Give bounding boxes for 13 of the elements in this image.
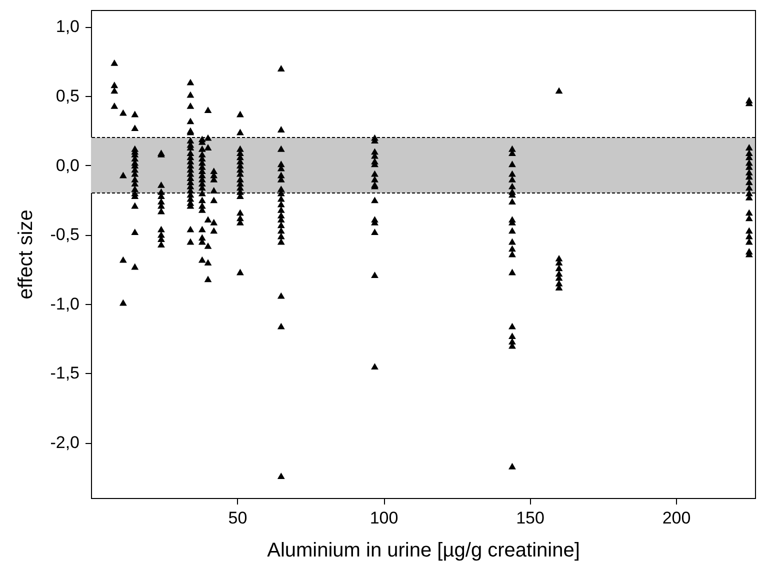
y-tick-label: 0,0 <box>56 156 80 175</box>
y-tick-label: -1,5 <box>50 364 80 383</box>
y-tick-label: -0,5 <box>50 225 80 244</box>
x-tick-label: 50 <box>228 508 248 528</box>
y-axis-title: effect size <box>15 210 38 300</box>
y-tick-label: -1,0 <box>50 294 80 314</box>
x-tick-label: 150 <box>516 508 544 528</box>
y-tick-label: -2,0 <box>50 433 80 452</box>
y-tick-label: 0,5 <box>56 86 80 106</box>
x-axis-title: Aluminium in urine [µg/g creatinine] <box>267 540 580 562</box>
x-tick-label: 200 <box>662 508 691 528</box>
x-tick-label: 100 <box>370 508 398 528</box>
y-tick-label: 1,0 <box>56 17 80 36</box>
